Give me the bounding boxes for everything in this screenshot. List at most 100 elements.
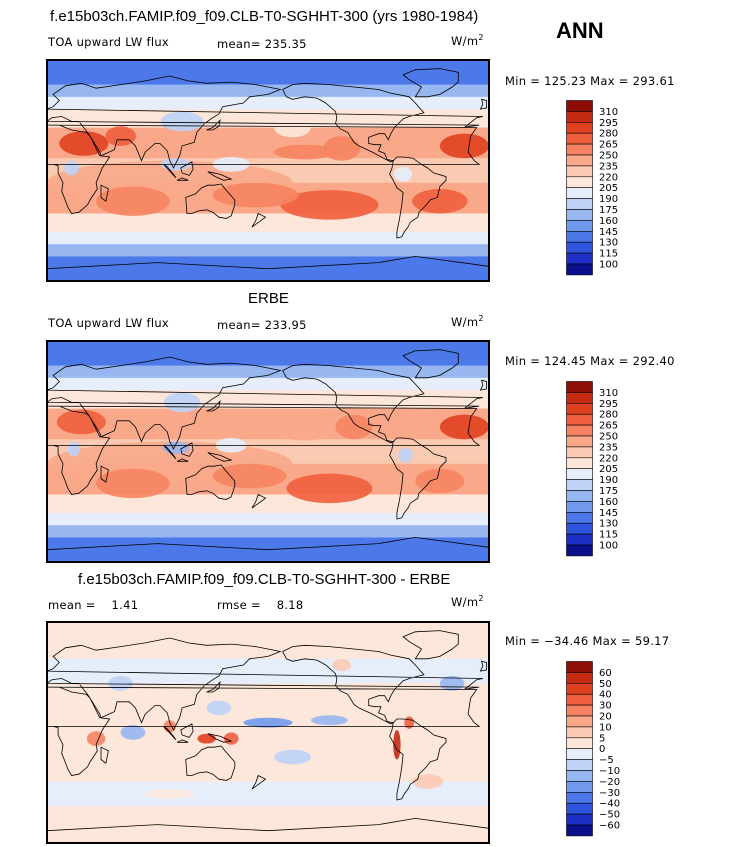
- panel3-rmse-value: 8.18: [276, 598, 304, 612]
- panel3-minmax: Min = −34.46 Max = 59.17: [505, 634, 670, 648]
- field-blob-1-5: [59, 131, 109, 156]
- colorbar-1-tick-12: 130: [599, 238, 618, 249]
- colorbar-1-box-5: [566, 154, 593, 167]
- field-blob-2-6: [439, 414, 489, 440]
- band-2-lat55: [47, 383, 489, 391]
- band-1-lat85: [47, 66, 489, 73]
- colorbar-2-box-7: [566, 457, 593, 470]
- field-blob-3-3: [393, 730, 401, 760]
- colorbar-1-tick-5: 235: [599, 161, 618, 172]
- band-3-lat-80: [47, 830, 489, 838]
- colorbar-1-box-11: [566, 220, 593, 232]
- band-2-lat60: [47, 377, 489, 385]
- band-1-lat20: [47, 145, 489, 153]
- field-blob-2-5: [56, 409, 106, 435]
- band-1-lat-60: [47, 244, 489, 251]
- field-blob-2-11: [398, 447, 413, 463]
- band-2-lat-55: [47, 519, 489, 526]
- field-blob-3-11: [452, 734, 477, 755]
- band-1-lat55: [47, 102, 489, 110]
- band-1-lat-30: [47, 207, 489, 214]
- band-3-lat25: [47, 701, 489, 709]
- panel3-units: W/m2: [451, 594, 484, 609]
- panel2-mean-label: mean= 233.95: [217, 318, 307, 332]
- map-frame-1: [47, 60, 489, 281]
- colorbar-1-box-7: [566, 176, 593, 189]
- panel3-mean-value: 1.41: [111, 598, 139, 612]
- band-1-lat-65: [47, 250, 489, 257]
- band-3-lat-70: [47, 818, 489, 826]
- colorbar-3-tick-11: −30: [599, 788, 620, 799]
- band-3-lat-45: [47, 787, 489, 795]
- band-3-lat60: [47, 658, 489, 666]
- colorbar-2-tick-2: 280: [599, 410, 618, 421]
- colorbar-2-box-6: [566, 446, 593, 459]
- map-frame-2: [47, 341, 489, 562]
- colorbar-2-tick-10: 160: [599, 497, 618, 508]
- colorbar-1-tick-11: 145: [599, 227, 618, 238]
- panel3-title: f.e15b03ch.FAMIP.f09_f09.CLB-T0-SGHHT-30…: [78, 571, 451, 588]
- panel2-map: [46, 340, 490, 563]
- colorbar-1-tick-1: 295: [599, 118, 618, 129]
- colorbar-2-tick-11: 145: [599, 508, 618, 519]
- band-3-lat-40: [47, 781, 489, 789]
- colorbar-1-box-8: [566, 187, 593, 199]
- band-1-lat10: [47, 158, 489, 165]
- field-blob-2-1: [286, 473, 373, 504]
- colorbar-3-tick-2: 40: [599, 690, 612, 701]
- band-2-lat-80: [47, 549, 489, 557]
- panel1-units: W/m2: [451, 33, 484, 48]
- colorbar-2-tick-14: 100: [599, 541, 618, 552]
- band-1-lat15: [47, 152, 489, 159]
- band-3-lat40: [47, 683, 489, 691]
- panel3-mean-label: mean = 1.41: [48, 598, 139, 612]
- band-2-lat45: [47, 396, 489, 403]
- band-1-lat-75: [47, 262, 489, 270]
- colorbar-3-tick-7: 0: [599, 744, 605, 755]
- colorbar-3-box-0: [566, 661, 593, 673]
- panel3-rmse-label: rmse = 8.18: [217, 598, 304, 612]
- field-blob-1-15: [274, 144, 336, 160]
- band-2-lat-85: [47, 555, 489, 562]
- colorbar-3-box-12: [566, 792, 593, 804]
- band-1-lat35: [47, 127, 489, 135]
- band-1-lat50: [47, 109, 489, 116]
- band-1-lat80: [47, 72, 489, 79]
- colorbar-3-tick-4: 20: [599, 712, 612, 723]
- colorbar-3-tick-13: −50: [599, 810, 620, 821]
- panel1-mean-label: mean= 235.35: [217, 37, 307, 51]
- band-1-lat60: [47, 96, 489, 104]
- colorbar-1-tick-10: 160: [599, 216, 618, 227]
- colorbar-3-tick-12: −40: [599, 799, 620, 810]
- colorbar-1-box-12: [566, 231, 593, 243]
- band-3-lat-65: [47, 812, 489, 819]
- colorbar-1-tick-8: 190: [599, 194, 618, 205]
- colorbar-2-tick-3: 265: [599, 421, 618, 432]
- field-blob-1-6: [439, 133, 489, 159]
- band-2-lat80: [47, 353, 489, 360]
- colorbar-3-tick-14: −60: [599, 821, 620, 832]
- band-1-lat-50: [47, 231, 489, 239]
- colorbar-2-box-12: [566, 512, 593, 524]
- colorbar-1-tick-2: 280: [599, 129, 618, 140]
- band-2-lat-65: [47, 531, 489, 538]
- band-2-lat50: [47, 390, 489, 397]
- band-2-lat-45: [47, 506, 489, 514]
- band-2-lat-70: [47, 537, 489, 545]
- panel2-map-svg: [47, 341, 489, 562]
- panel3-map: [46, 621, 490, 844]
- panel1-mean-value: 235.35: [264, 37, 307, 51]
- colorbar-3-box-7: [566, 737, 593, 750]
- band-3-lat20: [47, 707, 489, 715]
- colorbar-1-box-0: [566, 100, 593, 112]
- band-1-lat45: [47, 115, 489, 122]
- band-1-lat40: [47, 121, 489, 129]
- field-blob-3-15: [332, 658, 351, 672]
- band-2-lat15: [47, 433, 489, 440]
- band-2-lat25: [47, 420, 489, 428]
- field-blob-1-2: [412, 188, 468, 214]
- colorbar-2-box-2: [566, 402, 593, 415]
- field-blob-3-13: [108, 676, 133, 691]
- panel2-title: ERBE: [248, 290, 289, 307]
- panel1-map: [46, 59, 490, 282]
